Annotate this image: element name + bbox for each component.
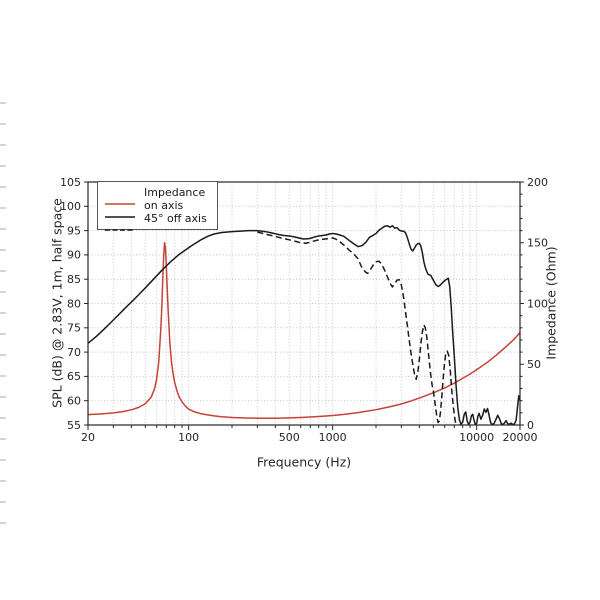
y-left-tick-label: 80 — [67, 297, 81, 310]
y-right-tick-label: 0 — [527, 419, 534, 432]
y-right-tick-label: 50 — [527, 358, 541, 371]
x-tick-label: 100 — [178, 431, 199, 444]
legend-label: Impedance — [144, 186, 206, 199]
x-tick-label: 10000 — [459, 431, 494, 444]
y-axis-label-left: SPL (dB) @ 2.83V, 1m, half space — [49, 198, 65, 408]
off-axis-curve — [257, 231, 465, 425]
off-axis-line-sample — [105, 217, 135, 231]
y-left-tick-label: 75 — [67, 322, 81, 335]
x-tick-label: 500 — [279, 431, 300, 444]
y-axis-label-right: Impedance (Ohm) — [543, 246, 559, 360]
legend-item-on-axis: on axis — [105, 199, 207, 218]
y-left-tick-label: 55 — [67, 419, 81, 432]
tick-labels: 20 100 500 1000 10000 20000556065707580859095… — [60, 176, 548, 444]
legend-label: on axis — [144, 199, 184, 212]
legend-box: Impedance on axis 45° off axis — [97, 181, 218, 231]
y-left-tick-label: 65 — [67, 370, 81, 383]
y-right-tick-label: 150 — [527, 237, 548, 250]
legend-label: 45° off axis — [144, 212, 207, 225]
impedance-curve — [88, 242, 520, 420]
y-left-tick-label: 90 — [67, 249, 81, 262]
legend-item-impedance: Impedance — [105, 186, 207, 205]
y-left-tick-label: 70 — [67, 346, 81, 359]
y-right-tick-label: 100 — [527, 297, 548, 310]
on-axis-line-sample — [105, 204, 135, 218]
y-left-tick-label: 105 — [60, 176, 81, 189]
y-left-tick-label: 60 — [67, 395, 81, 408]
x-tick-label: 20000 — [503, 431, 538, 444]
curves — [88, 224, 520, 425]
y-left-tick-label: 100 — [60, 200, 81, 213]
x-tick-label: 20 — [81, 431, 95, 444]
y-left-tick-label: 85 — [67, 273, 81, 286]
legend-item-off-axis: 45° off axis — [105, 212, 207, 231]
y-right-tick-label: 200 — [527, 176, 548, 189]
ticks — [84, 181, 524, 430]
x-axis-label: Frequency (Hz) — [256, 454, 352, 470]
impedance-line-sample — [105, 191, 135, 205]
on-axis-curve — [88, 224, 520, 425]
y-left-tick-label: 95 — [67, 224, 81, 237]
x-tick-label: 1000 — [319, 431, 347, 444]
